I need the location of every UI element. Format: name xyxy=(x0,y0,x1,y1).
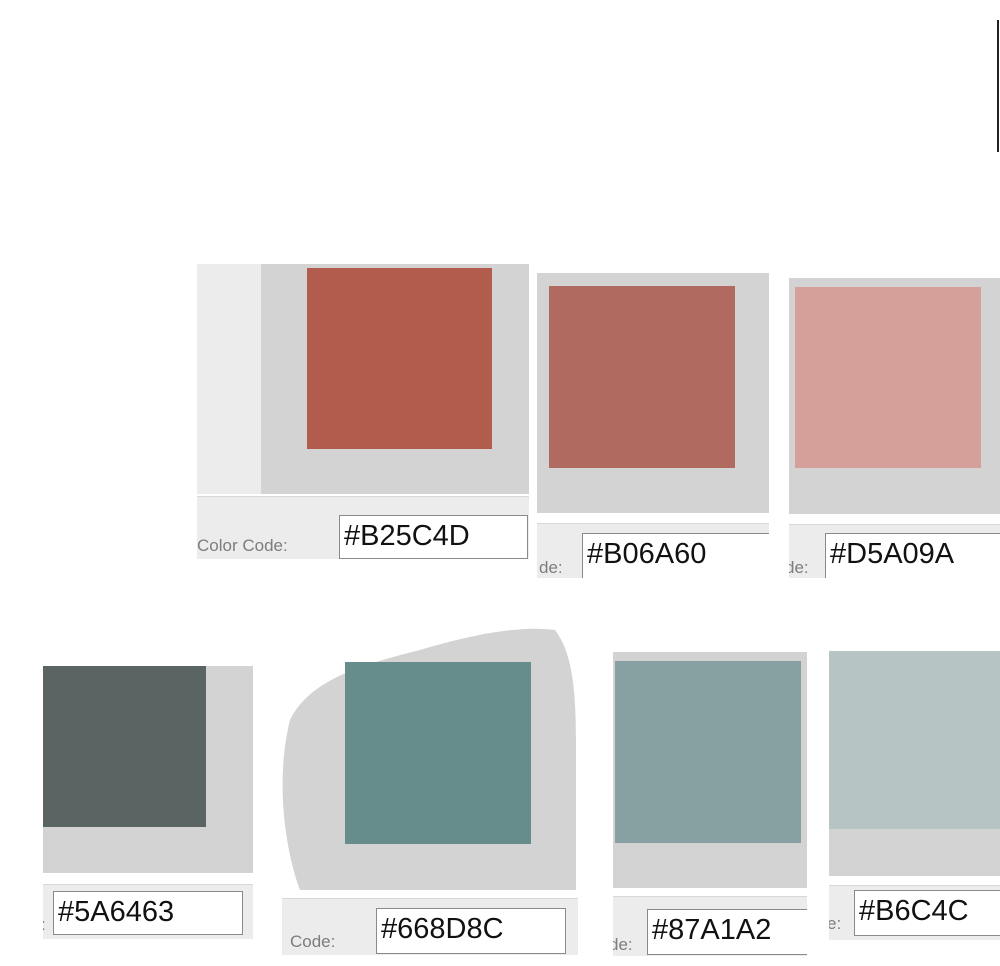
page-edge-frame xyxy=(997,20,1000,152)
color-code-bar: de: #B06A60 xyxy=(537,523,769,578)
color-card-3[interactable]: de: #D5A09A xyxy=(789,278,1000,578)
color-swatch[interactable] xyxy=(345,662,531,844)
color-code-bar: Color Code: #B25C4D xyxy=(197,496,529,559)
color-card-2[interactable]: de: #B06A60 xyxy=(537,273,769,578)
color-code-label: de: xyxy=(613,935,633,954)
color-code-field[interactable]: #D5A09A xyxy=(825,533,1000,578)
color-code-label: Code: xyxy=(290,932,336,951)
color-code-field[interactable]: #B25C4D xyxy=(339,515,528,559)
color-code-bar: e: #B6C4C xyxy=(829,885,1000,940)
color-code-field[interactable]: #87A1A2 xyxy=(647,909,807,955)
color-code-bar: de: #D5A09A xyxy=(789,524,1000,578)
color-card-7[interactable]: e: #B6C4C xyxy=(829,651,1000,941)
card-side-panel xyxy=(197,264,261,494)
color-swatch[interactable] xyxy=(43,666,206,827)
color-code-label: : xyxy=(43,915,46,935)
color-swatch[interactable] xyxy=(795,287,981,468)
color-swatch[interactable] xyxy=(829,651,1000,829)
color-code-field[interactable]: #668D8C xyxy=(376,908,566,954)
color-code-label: Color Code: xyxy=(197,536,288,555)
color-card-4[interactable]: : #5A6463 xyxy=(43,666,253,942)
color-swatch[interactable] xyxy=(307,268,492,449)
color-card-5[interactable]: Code: #668D8C xyxy=(282,660,578,956)
color-code-bar: : #5A6463 xyxy=(43,884,253,939)
color-code-bar: Code: #668D8C xyxy=(282,898,578,955)
color-code-label: e: xyxy=(829,914,842,933)
color-code-field[interactable]: #B6C4C xyxy=(854,890,1000,936)
color-code-field[interactable]: #B06A60 xyxy=(582,533,769,578)
color-code-bar: de: #87A1A2 xyxy=(613,896,807,956)
color-swatch[interactable] xyxy=(549,286,735,468)
color-code-field[interactable]: #5A6463 xyxy=(53,891,243,935)
color-code-label: de: xyxy=(539,558,563,577)
color-code-label: de: xyxy=(789,558,809,577)
color-card-1[interactable]: Color Code: #B25C4D xyxy=(197,264,529,562)
color-swatch[interactable] xyxy=(615,661,801,843)
color-card-6[interactable]: de: #87A1A2 xyxy=(613,652,807,956)
